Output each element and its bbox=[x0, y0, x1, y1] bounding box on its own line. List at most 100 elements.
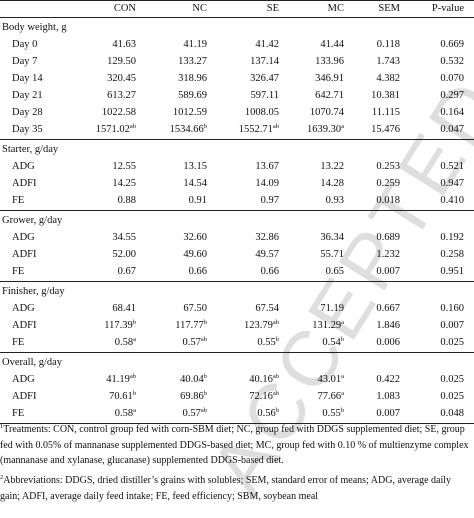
cell-value: 320.45 bbox=[107, 73, 136, 84]
cell-value: 0.97 bbox=[260, 195, 279, 206]
cell-value: 11.115 bbox=[371, 107, 400, 118]
cell-value: 49.60 bbox=[183, 249, 207, 260]
cell-con: 1571.02ab bbox=[96, 123, 136, 135]
section-title: Body weight, g bbox=[2, 22, 67, 33]
cell-con: 12.55 bbox=[112, 161, 136, 172]
header-p-value: P-value bbox=[431, 3, 464, 14]
cell-value: 40.04 bbox=[180, 374, 204, 385]
cell-p-value: 0.532 bbox=[440, 56, 464, 67]
cell-p-value: 0.048 bbox=[440, 408, 464, 419]
cell-value: 1.846 bbox=[376, 320, 400, 331]
row-label: FE bbox=[12, 195, 25, 206]
cell-value: 72.16 bbox=[249, 391, 273, 402]
cell-value: 0.56 bbox=[257, 408, 276, 419]
cell-value: 32.60 bbox=[183, 232, 207, 243]
section-title: Overall, g/day bbox=[2, 357, 63, 368]
cell-se: 597.11 bbox=[251, 90, 280, 101]
cell-value: 0.070 bbox=[440, 73, 464, 84]
table-row: Day 35 1571.02ab 1534.66b 1552.71ab 1639.30a… bbox=[0, 121, 474, 138]
significance-superscript: b bbox=[203, 390, 207, 397]
significance-superscript: b bbox=[275, 336, 279, 343]
cell-sem: 0.118 bbox=[377, 39, 400, 50]
row-label: ADG bbox=[12, 374, 35, 385]
table-row: Day 7 129.50 133.27 137.14 133.96 1.743 0.532 bbox=[0, 53, 474, 70]
significance-superscript: b bbox=[132, 390, 136, 397]
significance-superscript: a bbox=[341, 373, 344, 380]
cell-con: 129.50 bbox=[107, 56, 136, 67]
significance-superscript: a bbox=[341, 390, 344, 397]
cell-value: 0.258 bbox=[440, 249, 464, 260]
cell-sem: 4.382 bbox=[376, 73, 400, 84]
cell-value: 0.65 bbox=[325, 266, 344, 277]
cell-value: 71.19 bbox=[320, 303, 344, 314]
cell-value: 41.42 bbox=[255, 39, 279, 50]
cell-value: 14.09 bbox=[255, 178, 279, 189]
table-row: ADFI 70.61b 69.86b 72.16ab 77.66a 1.083 0.025 bbox=[0, 388, 474, 405]
table-row: ADFI 117.39b 117.77b 123.79ab 131.29a 1.846 0.… bbox=[0, 317, 474, 334]
cell-con: 68.41 bbox=[112, 303, 136, 314]
cell-mc: 13.22 bbox=[320, 161, 344, 172]
row-label: ADFI bbox=[12, 249, 37, 260]
cell-sem: 0.253 bbox=[376, 161, 400, 172]
cell-value: 1552.71 bbox=[238, 124, 273, 135]
cell-value: 0.66 bbox=[260, 266, 279, 277]
cell-value: 1534.66 bbox=[169, 124, 204, 135]
cell-value: 0.048 bbox=[440, 408, 464, 419]
cell-mc: 55.71 bbox=[320, 249, 344, 260]
cell-mc: 346.91 bbox=[315, 73, 344, 84]
cell-value: 14.28 bbox=[320, 178, 344, 189]
cell-value: 0.667 bbox=[376, 303, 400, 314]
cell-p-value: 0.164 bbox=[440, 107, 464, 118]
cell-se: 326.47 bbox=[250, 73, 279, 84]
cell-mc: 1070.74 bbox=[310, 107, 344, 118]
cell-value: 43.01 bbox=[317, 374, 342, 385]
cell-con: 0.58a bbox=[114, 336, 136, 348]
header-con: CON bbox=[113, 3, 136, 14]
cell-value: 1.083 bbox=[376, 391, 400, 402]
significance-superscript: ab bbox=[129, 373, 136, 380]
row-label: FE bbox=[12, 337, 25, 348]
significance-superscript: a bbox=[341, 123, 344, 130]
cell-value: 1022.58 bbox=[101, 107, 136, 118]
cell-value: 67.50 bbox=[183, 303, 207, 314]
cell-value: 0.297 bbox=[440, 90, 464, 101]
cell-value: 14.25 bbox=[112, 178, 136, 189]
cell-value: 0.532 bbox=[440, 56, 464, 67]
cell-con: 41.63 bbox=[112, 39, 136, 50]
cell-mc: 0.55b bbox=[322, 407, 344, 419]
table-row: Day 21 613.27 589.69 597.11 642.71 10.381 0.29… bbox=[0, 87, 474, 104]
table-row: Day 0 41.63 41.19 41.42 41.44 0.118 0.669 bbox=[0, 36, 474, 53]
cell-value: 1070.74 bbox=[309, 107, 344, 118]
cell-mc: 71.19 bbox=[320, 303, 344, 314]
cell-value: 1.743 bbox=[376, 56, 400, 67]
cell-value: 70.61 bbox=[109, 391, 133, 402]
cell-value: 613.27 bbox=[107, 90, 136, 101]
table-row: ADFI 52.00 49.60 49.57 55.71 1.232 0.258 bbox=[0, 246, 474, 263]
cell-nc: 589.69 bbox=[178, 90, 207, 101]
row-label: ADG bbox=[12, 303, 35, 314]
cell-sem: 1.083 bbox=[376, 391, 400, 402]
cell-value: 137.14 bbox=[250, 56, 279, 67]
cell-se: 32.86 bbox=[255, 232, 279, 243]
cell-value: 0.521 bbox=[440, 161, 464, 172]
cell-mc: 0.54b bbox=[322, 336, 344, 348]
row-label: Day 35 bbox=[12, 124, 43, 135]
cell-value: 0.54 bbox=[322, 337, 341, 348]
cell-p-value: 0.047 bbox=[440, 124, 464, 135]
cell-value: 129.50 bbox=[107, 56, 136, 67]
cell-value: 0.025 bbox=[440, 374, 464, 385]
cell-value: 117.77 bbox=[175, 320, 204, 331]
section-rule bbox=[0, 352, 474, 353]
table-row: ADG 34.55 32.60 32.86 36.34 0.689 0.192 bbox=[0, 229, 474, 246]
section-title-row: Overall, g/day bbox=[0, 354, 474, 371]
cell-mc: 36.34 bbox=[320, 232, 344, 243]
cell-value: 0.947 bbox=[440, 178, 464, 189]
cell-mc: 1639.30a bbox=[307, 123, 344, 135]
cell-value: 0.58 bbox=[114, 337, 134, 348]
cell-con: 0.88 bbox=[118, 195, 136, 206]
section-title: Grower, g/day bbox=[2, 215, 63, 226]
cell-value: 0.88 bbox=[117, 195, 136, 206]
cell-value: 0.025 bbox=[440, 337, 464, 348]
cell-value: 36.34 bbox=[320, 232, 344, 243]
cell-sem: 0.689 bbox=[376, 232, 400, 243]
